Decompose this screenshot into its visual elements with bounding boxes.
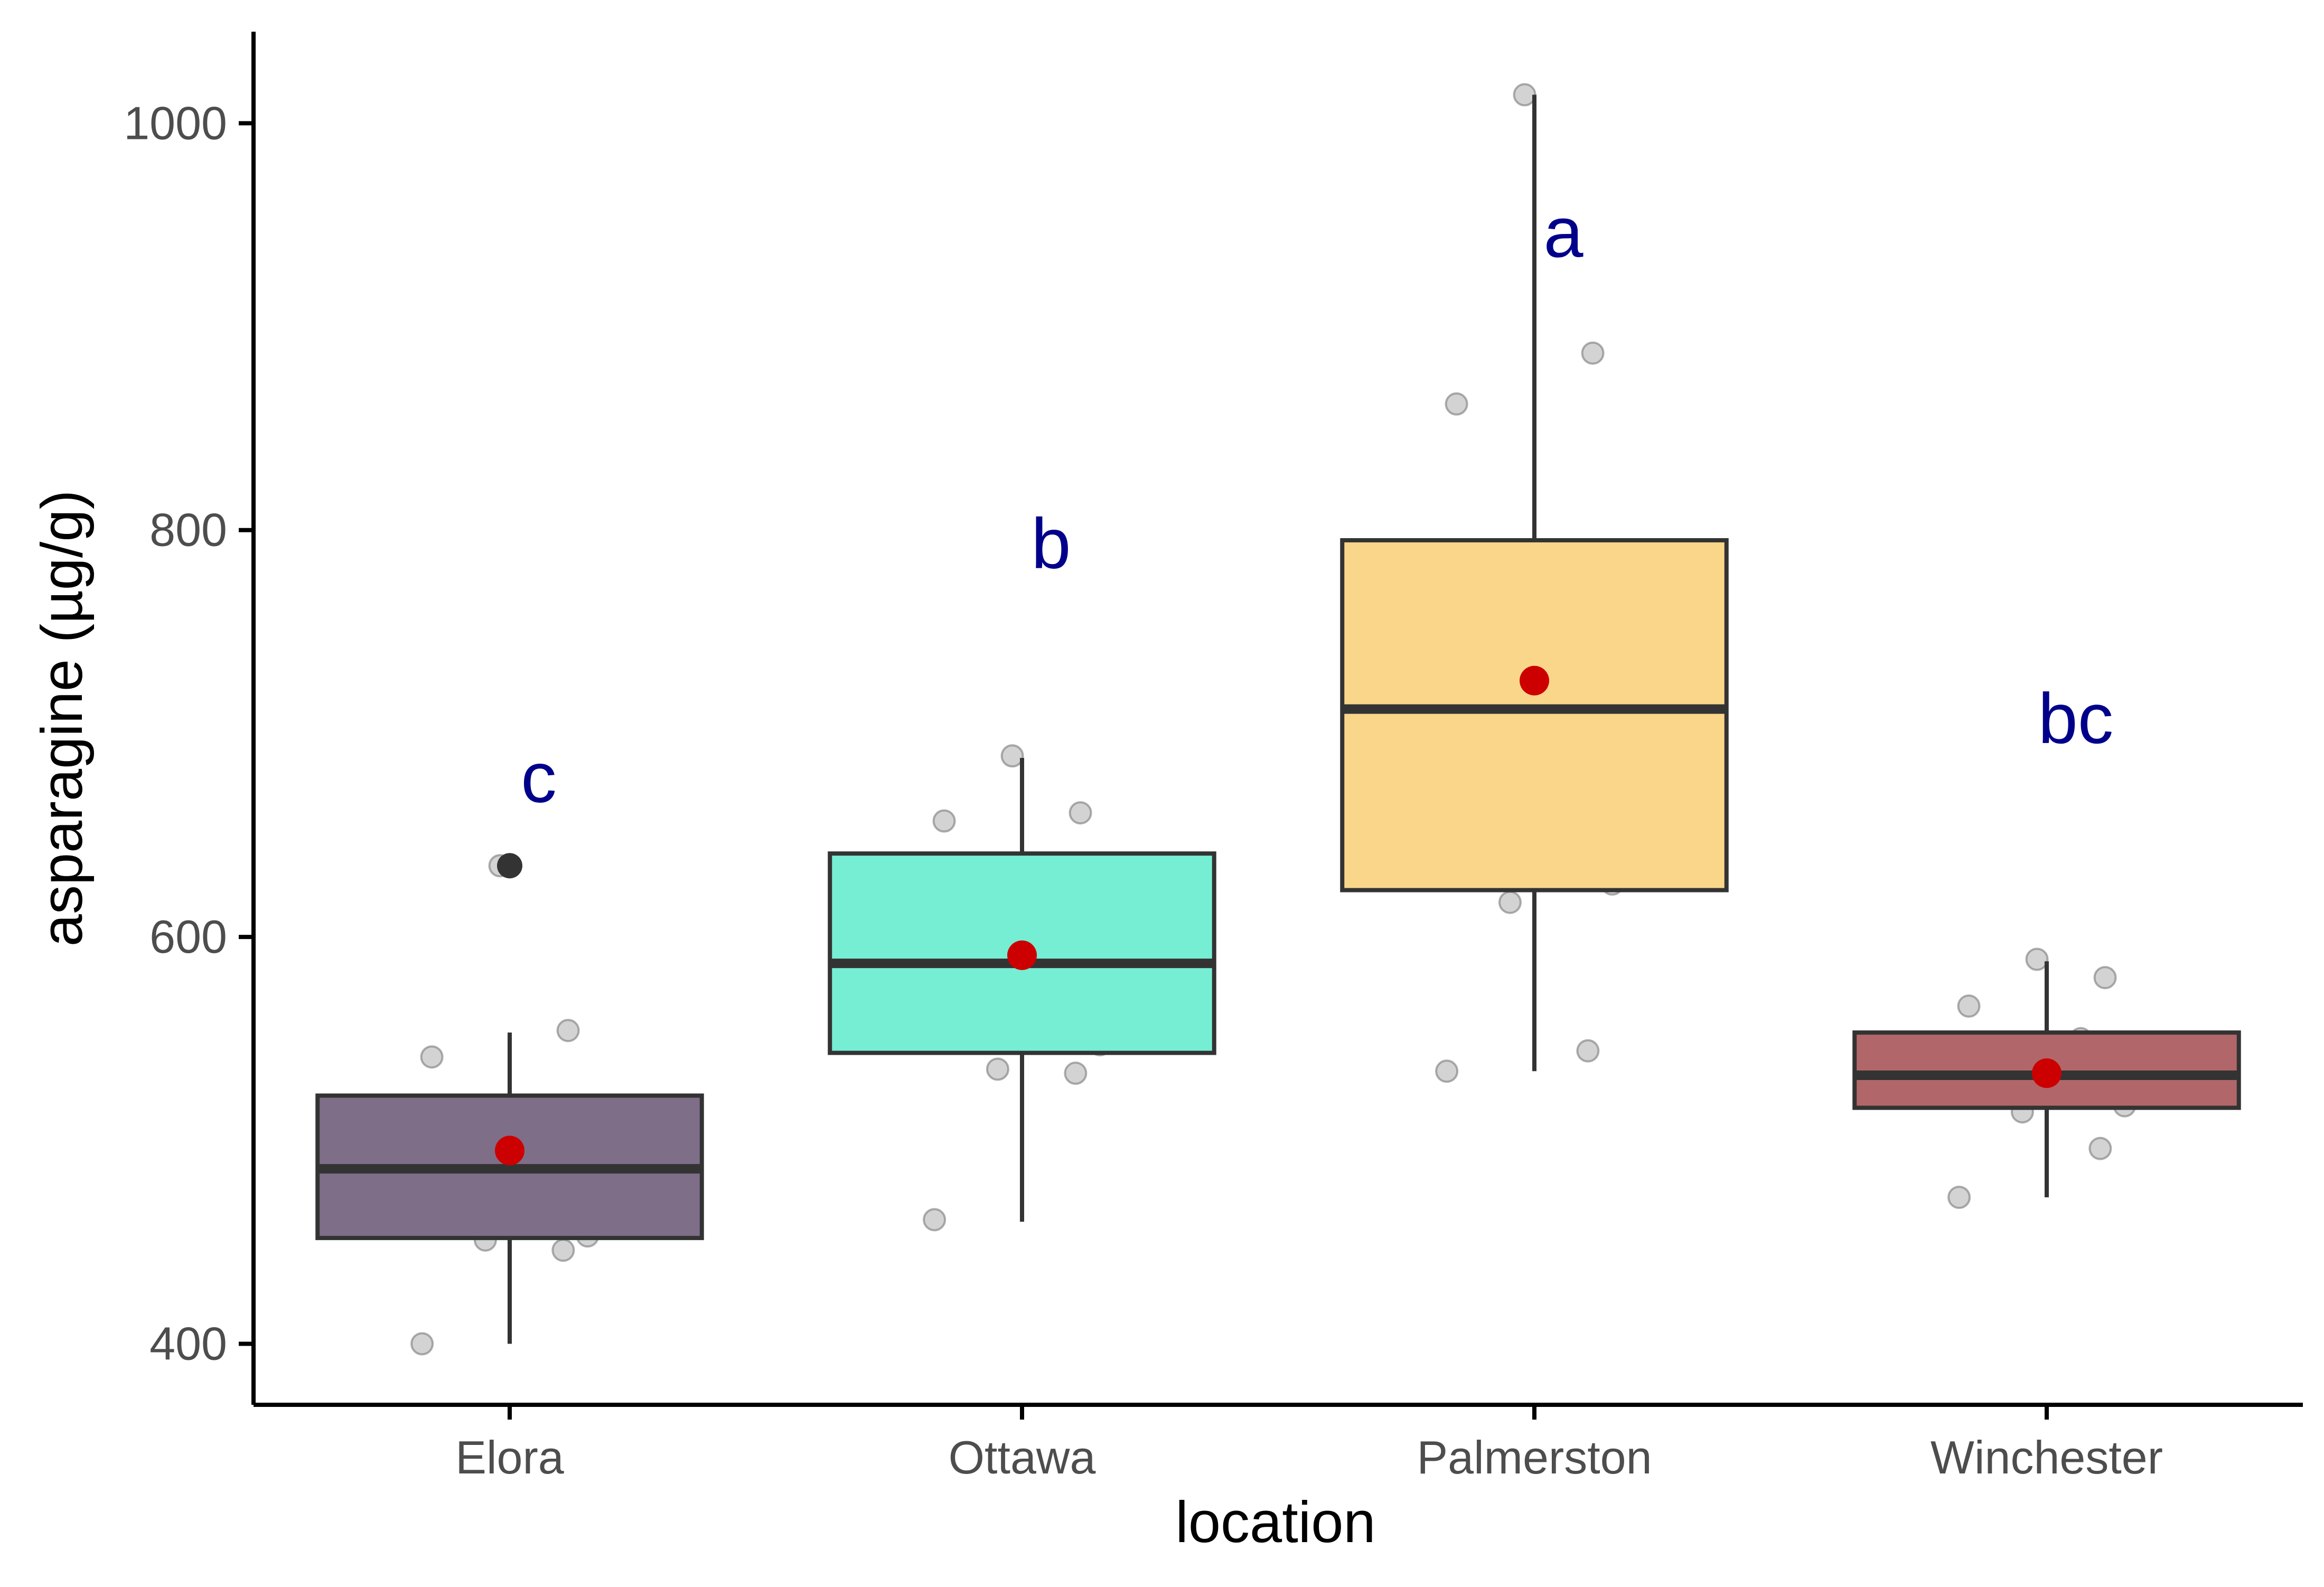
jitter-point-ottawa xyxy=(986,1057,1009,1081)
jitter-point-elora xyxy=(556,1019,580,1043)
axes-layer: 400 600 800 1000 Elora Ottawa Palmerston Winche… xyxy=(124,32,2303,1483)
significance-letter-palmerston: a xyxy=(1543,192,1583,272)
x-tick-label-winchester: Winchester xyxy=(1931,1431,2163,1483)
y-tick-label-1000: 1000 xyxy=(124,97,227,149)
mean-point-winchester xyxy=(2032,1058,2061,1088)
significance-letter-elora: c xyxy=(521,738,557,818)
x-tick-label-elora: Elora xyxy=(455,1431,564,1483)
jitter-point-winchester xyxy=(1957,994,1981,1018)
boxes-layer xyxy=(315,95,2241,1344)
jitter-point-palmerston xyxy=(1581,341,1605,365)
significance-letter-ottawa: b xyxy=(1031,504,1071,584)
jitter-point-palmerston xyxy=(1513,83,1536,107)
jitter-point-palmerston xyxy=(1445,392,1468,416)
mean-point-elora xyxy=(495,1135,524,1166)
jitter-point-winchester xyxy=(1947,1186,1971,1209)
y-tick-label-600: 600 xyxy=(149,910,227,963)
jitter-point-ottawa xyxy=(1069,801,1092,825)
letters-layer: c b a bc xyxy=(521,192,2113,817)
jitter-point-winchester xyxy=(2088,1137,2112,1160)
box-palmerston xyxy=(1340,538,1729,893)
significance-letter-winchester: bc xyxy=(2038,679,2114,758)
jitter-point-ottawa xyxy=(932,809,956,833)
jitter-point-winchester xyxy=(2025,947,2049,971)
x-tick-label-palmerston: Palmerston xyxy=(1417,1431,1652,1483)
jitter-point-elora xyxy=(420,1045,444,1069)
mean-point-ottawa xyxy=(1007,940,1037,970)
jitter-point-ottawa xyxy=(923,1208,947,1232)
jitter-point-elora xyxy=(551,1238,575,1262)
jitter-point-palmerston xyxy=(1435,1059,1459,1083)
jitter-point-ottawa xyxy=(1000,744,1024,768)
y-tick-label-800: 800 xyxy=(149,504,227,556)
jitter-point-palmerston xyxy=(1576,1039,1600,1063)
x-axis-label: location xyxy=(1175,1490,1375,1555)
mean-point-palmerston xyxy=(1520,665,1549,696)
jitter-point-ottawa xyxy=(1064,1062,1088,1085)
means-layer xyxy=(495,665,2061,1166)
y-axis-label: asparagine (µg/g) xyxy=(30,490,95,946)
jitter-point-winchester xyxy=(2093,966,2117,990)
y-tick-label-400: 400 xyxy=(149,1317,227,1369)
jitter-point-palmerston xyxy=(1498,890,1522,914)
x-tick-label-ottawa: Ottawa xyxy=(949,1431,1096,1483)
jitter-point-elora xyxy=(410,1332,434,1356)
outlier-point-elora xyxy=(497,853,522,879)
